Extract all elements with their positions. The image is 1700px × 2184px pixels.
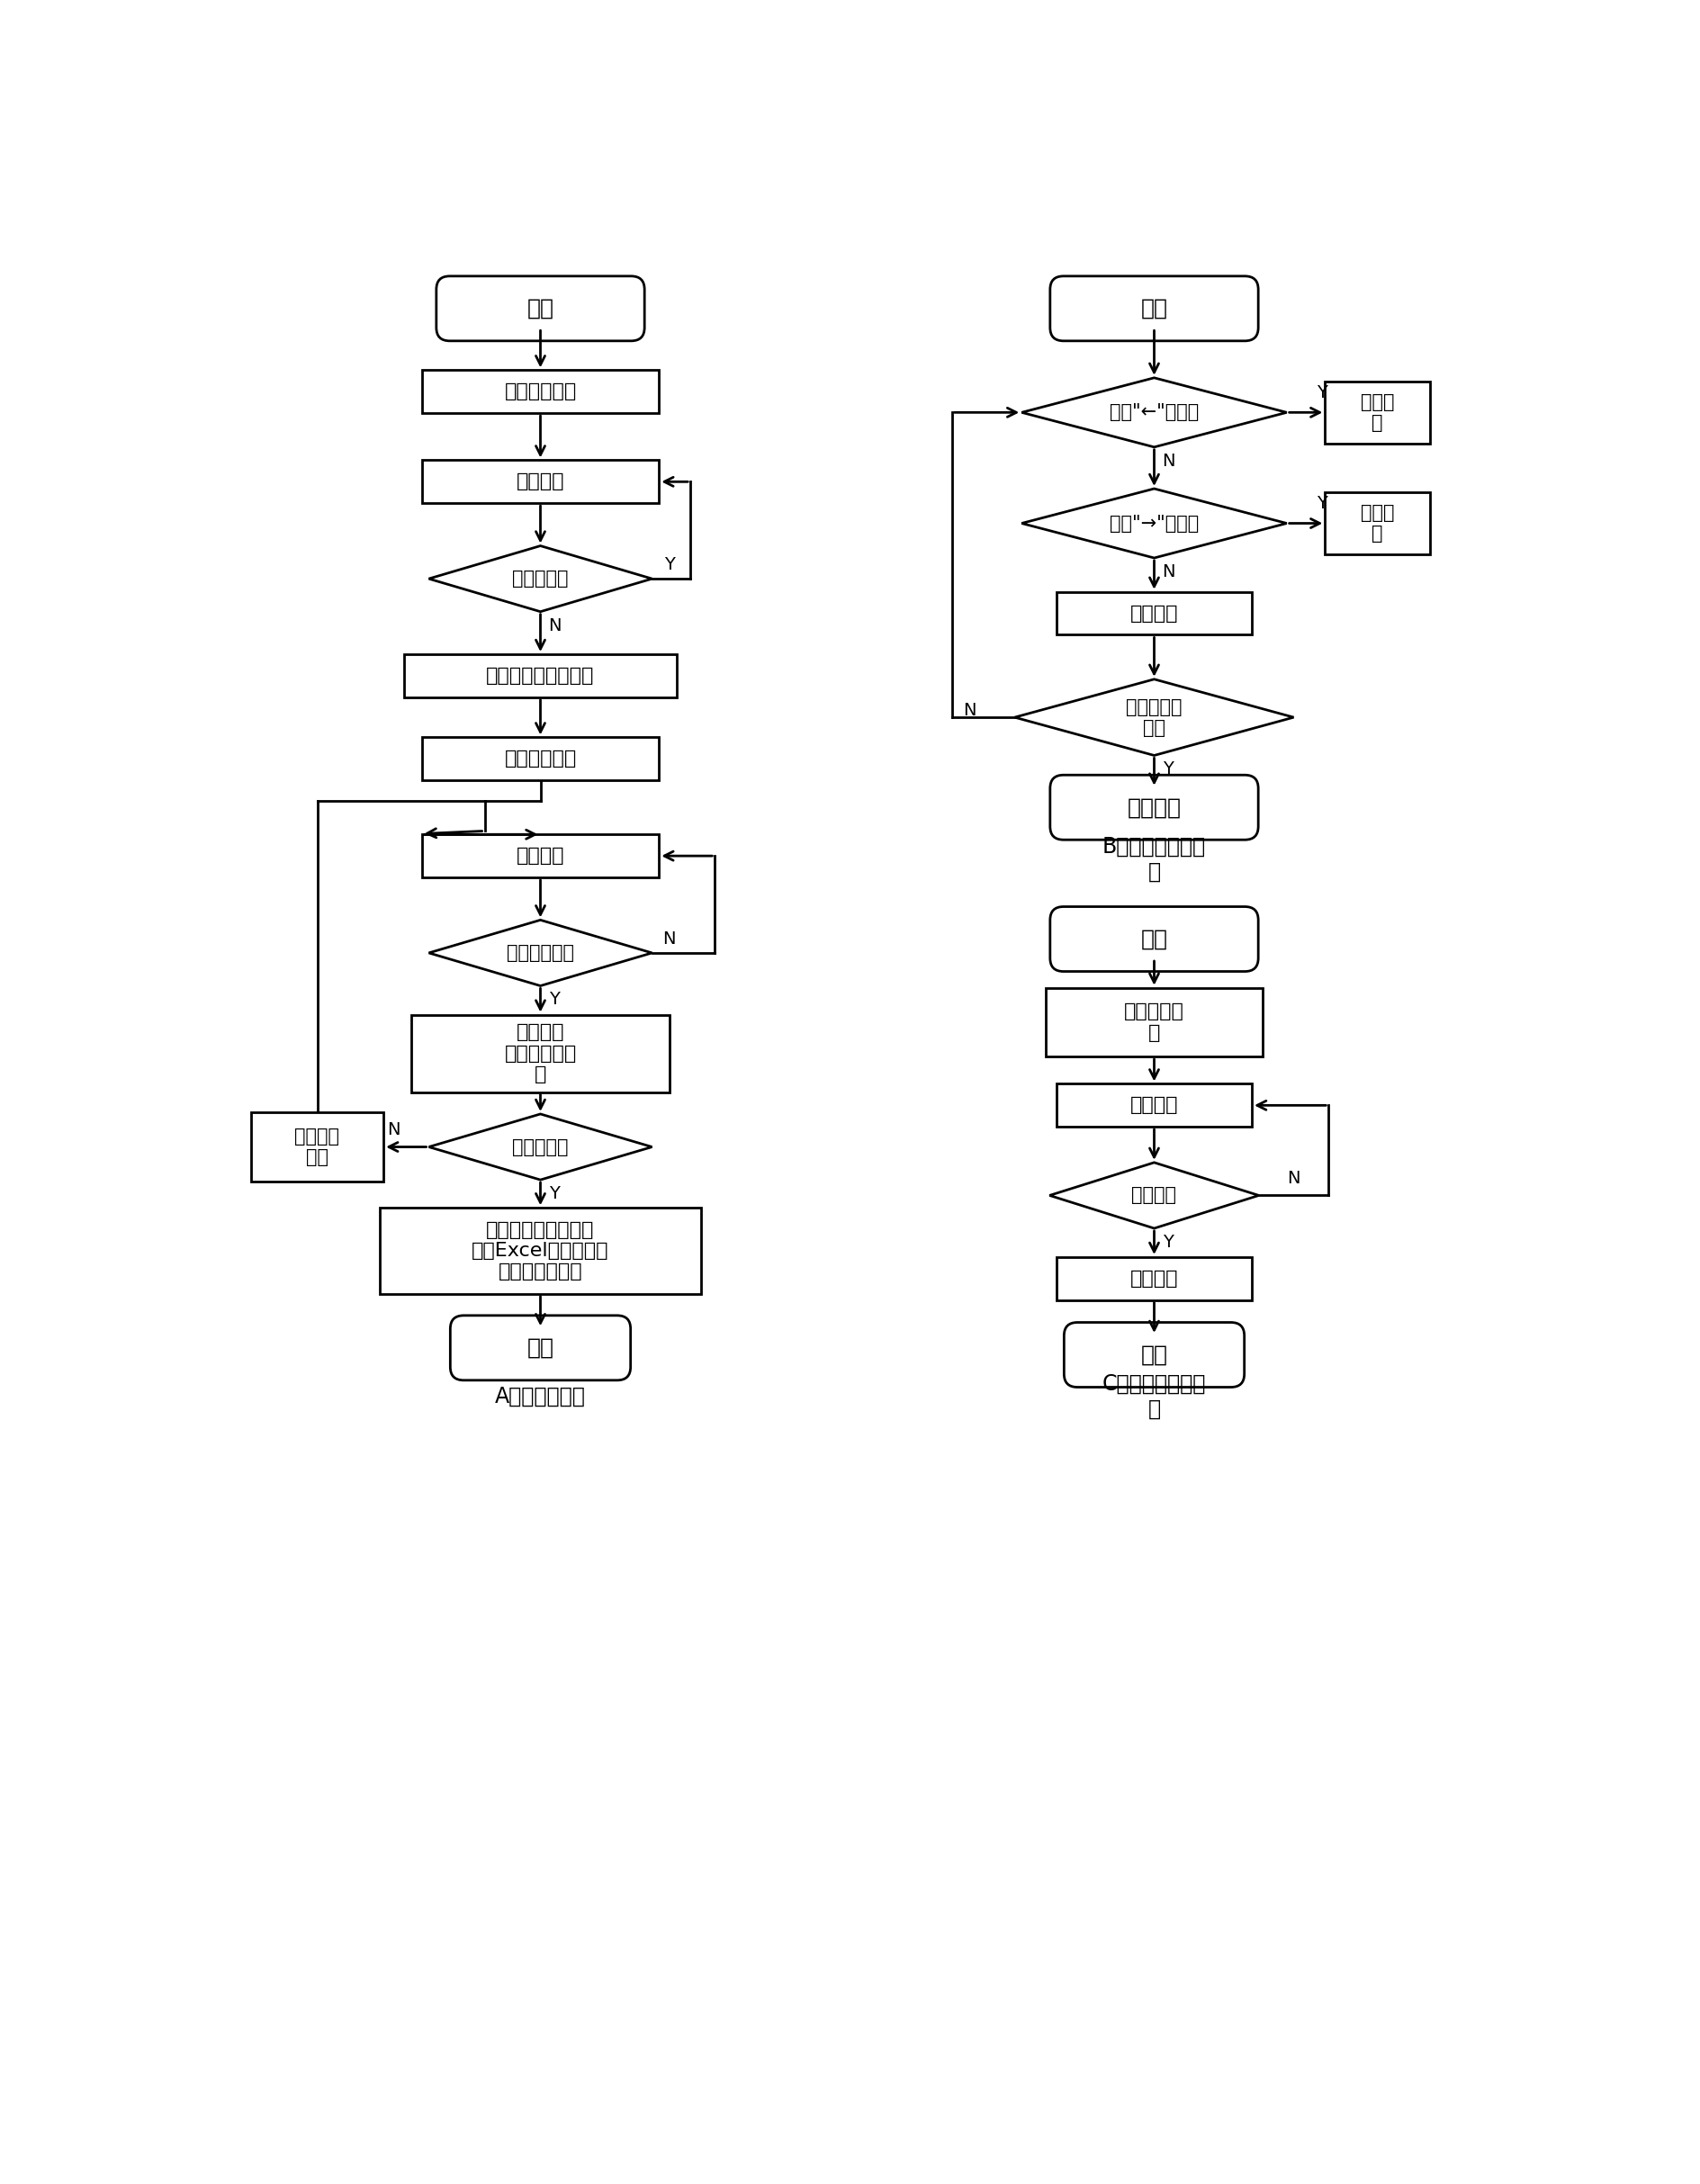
Polygon shape bbox=[1022, 378, 1285, 448]
Text: 电机停止: 电机停止 bbox=[1129, 605, 1178, 622]
Bar bbox=[379, 1208, 700, 1293]
Text: C）系统回零流程
图: C）系统回零流程 图 bbox=[1102, 1374, 1205, 1420]
Text: 键盘"→"按下？: 键盘"→"按下？ bbox=[1108, 513, 1198, 533]
Text: 判断回零方
向: 判断回零方 向 bbox=[1124, 1002, 1183, 1042]
Bar bbox=[422, 461, 658, 502]
Text: 电机左
转: 电机左 转 bbox=[1360, 393, 1394, 432]
Polygon shape bbox=[1049, 1162, 1258, 1227]
FancyBboxPatch shape bbox=[1049, 275, 1258, 341]
Text: 计算下一
个点: 计算下一 个点 bbox=[294, 1127, 340, 1166]
Bar bbox=[422, 834, 658, 878]
Text: 确定调整结
束？: 确定调整结 束？ bbox=[1125, 699, 1181, 736]
Text: N: N bbox=[663, 930, 675, 948]
Text: A）校准流程图: A）校准流程图 bbox=[495, 1385, 585, 1406]
FancyBboxPatch shape bbox=[437, 275, 644, 341]
Bar bbox=[1324, 491, 1430, 555]
Text: 对是检测结果分析，
输出Excel表格，保存
当前位置和零位: 对是检测结果分析， 输出Excel表格，保存 当前位置和零位 bbox=[471, 1221, 609, 1280]
Bar bbox=[1056, 592, 1251, 636]
Polygon shape bbox=[428, 919, 651, 985]
Text: 结束: 结束 bbox=[527, 1337, 554, 1358]
Polygon shape bbox=[1015, 679, 1294, 756]
Text: 结束: 结束 bbox=[1141, 1343, 1168, 1365]
Text: 等待用户输入: 等待用户输入 bbox=[503, 382, 576, 400]
Text: N: N bbox=[962, 701, 976, 719]
Bar bbox=[422, 369, 658, 413]
Text: 开始: 开始 bbox=[1141, 297, 1168, 319]
Text: B）零位调整流程
图: B）零位调整流程 图 bbox=[1102, 836, 1205, 882]
Text: 计算第一个点: 计算第一个点 bbox=[503, 749, 576, 769]
Text: Y: Y bbox=[549, 1186, 559, 1201]
Bar bbox=[1056, 1083, 1251, 1127]
Text: 检测完毕？: 检测完毕？ bbox=[512, 1138, 568, 1155]
Text: N: N bbox=[1287, 1171, 1299, 1186]
Text: 启动电机: 启动电机 bbox=[517, 847, 564, 865]
Polygon shape bbox=[1022, 489, 1285, 557]
Text: Y: Y bbox=[549, 992, 559, 1009]
Text: 到零位？: 到零位？ bbox=[1130, 1186, 1176, 1203]
Text: Y: Y bbox=[663, 557, 675, 574]
Bar bbox=[405, 655, 677, 697]
Text: 启动电机: 启动电机 bbox=[1129, 1269, 1178, 1289]
Bar bbox=[411, 1016, 670, 1092]
Text: 开始: 开始 bbox=[527, 297, 554, 319]
Text: Y: Y bbox=[1316, 496, 1326, 513]
Text: N: N bbox=[1161, 452, 1175, 470]
Text: 启动电机: 启动电机 bbox=[1129, 1096, 1178, 1114]
Text: 保存退出: 保存退出 bbox=[1127, 797, 1180, 819]
Bar bbox=[422, 738, 658, 780]
FancyBboxPatch shape bbox=[1049, 906, 1258, 972]
Text: 用户输入: 用户输入 bbox=[517, 472, 564, 491]
Text: 检测平台位置预调整: 检测平台位置预调整 bbox=[486, 666, 595, 686]
Text: 电机右
转: 电机右 转 bbox=[1360, 505, 1394, 544]
Text: Y: Y bbox=[1163, 1234, 1173, 1251]
FancyBboxPatch shape bbox=[1064, 1321, 1244, 1387]
Text: 开始: 开始 bbox=[1141, 928, 1168, 950]
Text: N: N bbox=[547, 616, 561, 633]
Bar bbox=[1045, 987, 1261, 1057]
Bar bbox=[252, 1112, 382, 1182]
Text: Y: Y bbox=[1316, 384, 1326, 402]
Text: 到预定位置？: 到预定位置？ bbox=[507, 943, 575, 961]
Text: 停止电机
输入测斜仪读
数: 停止电机 输入测斜仪读 数 bbox=[503, 1024, 576, 1083]
Text: N: N bbox=[388, 1120, 399, 1138]
Text: Y: Y bbox=[1163, 760, 1173, 778]
Polygon shape bbox=[428, 546, 651, 612]
Text: 输入错误？: 输入错误？ bbox=[512, 570, 568, 587]
Bar bbox=[1056, 1258, 1251, 1299]
Text: 键盘"←"按下？: 键盘"←"按下？ bbox=[1108, 404, 1198, 422]
FancyBboxPatch shape bbox=[1049, 775, 1258, 841]
FancyBboxPatch shape bbox=[450, 1315, 631, 1380]
Polygon shape bbox=[428, 1114, 651, 1179]
Bar bbox=[1324, 382, 1430, 443]
Text: N: N bbox=[1161, 563, 1175, 581]
